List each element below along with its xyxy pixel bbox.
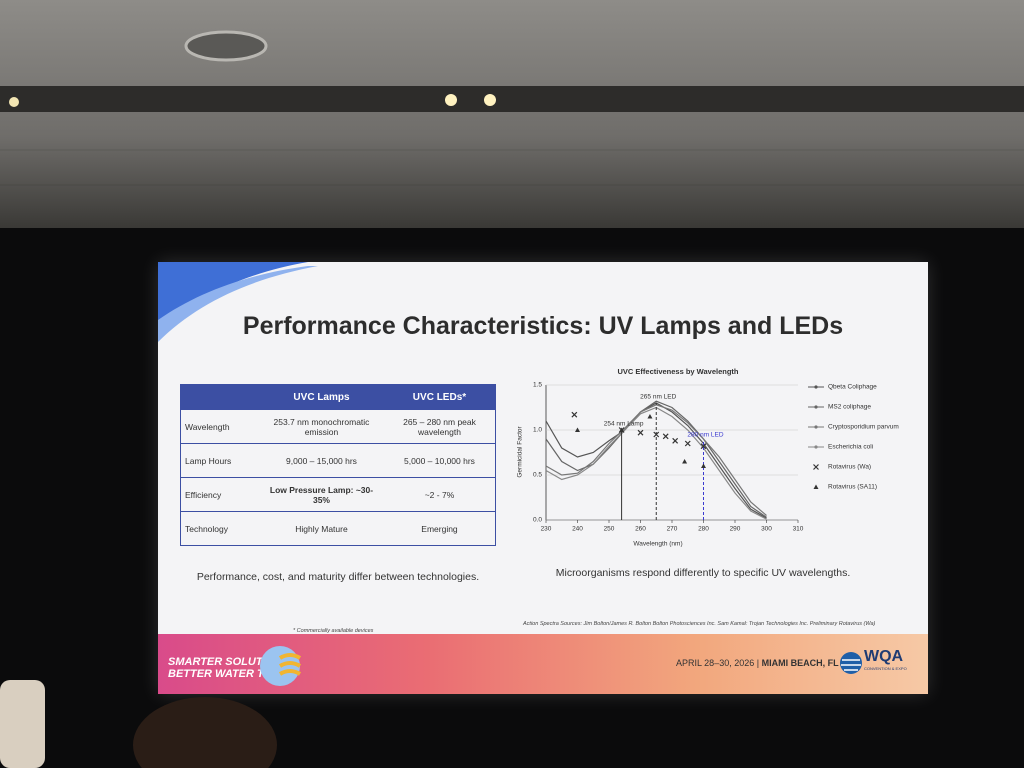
sources: Action Spectra Sources: Jim Bolton/James… — [523, 621, 876, 627]
cell: 265 – 280 nm peak wavelength — [383, 409, 496, 444]
cell: 9,000 – 15,000 hrs — [259, 443, 384, 478]
footer: SMARTER SOLUTIONS. BETTER WATER TODAY. AP… — [158, 634, 928, 694]
x-tick-label: 310 — [793, 526, 804, 533]
ceiling — [0, 0, 1024, 228]
slide: Performance Characteristics: UV Lamps an… — [158, 262, 928, 694]
point-triangle — [701, 463, 706, 468]
legend-label: Rotavirus (SA11) — [828, 484, 877, 491]
x-tick-label: 260 — [635, 526, 646, 533]
y-axis-label: Germicidal Factor — [517, 426, 524, 478]
footnote: * Commercially available devices — [293, 628, 374, 634]
cell: Emerging — [383, 511, 496, 546]
x-tick-label: 290 — [730, 526, 741, 533]
dates: APRIL 28–30, 2026 — [676, 658, 755, 668]
row-label: Wavelength — [180, 409, 259, 444]
location: MIAMI BEACH, FL — [761, 658, 839, 668]
x-tick-label: 230 — [541, 526, 552, 533]
x-tick-label: 240 — [572, 526, 583, 533]
brand-icon — [260, 646, 302, 686]
legend-label: Rotavirus (Wa) — [828, 464, 871, 471]
point-x — [653, 431, 660, 438]
legend-marker — [814, 445, 818, 449]
logo-globe — [840, 652, 862, 674]
point-x — [637, 429, 644, 436]
cell: 253.7 nm monochromatic emission — [259, 409, 384, 444]
chart-title: UVC Effectiveness by Wavelength — [617, 367, 738, 376]
legend-label: MS2 coliphage — [828, 404, 871, 411]
table-row: Lamp Hours 9,000 – 15,000 hrs 5,000 – 10… — [180, 443, 496, 478]
row-label: Efficiency — [180, 477, 259, 512]
table-header: UVC Lamps UVC LEDs* — [180, 384, 496, 410]
point-x — [684, 440, 691, 447]
y-tick-label: 1.5 — [533, 382, 542, 389]
point-x — [662, 433, 669, 440]
swoosh — [158, 262, 318, 342]
slide-title: Performance Characteristics: UV Lamps an… — [242, 312, 844, 340]
x-tick-label: 270 — [667, 526, 678, 533]
header-cell — [180, 384, 259, 410]
table-row: Wavelength 253.7 nm monochromatic emissi… — [180, 409, 496, 444]
logo: WQA — [864, 648, 904, 665]
point-triangle — [575, 427, 580, 432]
series-line — [545, 400, 767, 518]
legend-label: Qbeta Coliphage — [828, 384, 877, 391]
annotation-label: 254 nm Lamp — [604, 421, 644, 428]
legend-marker — [814, 425, 818, 429]
annotation-label: 280 nm LED — [687, 432, 723, 439]
annotation-label: 265 nm LED — [640, 394, 676, 401]
x-axis-label: Wavelength (nm) — [633, 541, 682, 548]
point-triangle — [682, 459, 688, 464]
header-cell: UVC LEDs* — [383, 384, 496, 410]
y-tick-label: 0.0 — [533, 517, 542, 524]
comparison-table: UVC Lamps UVC LEDs* Wavelength 253.7 nm … — [180, 384, 496, 546]
cell: ~2 - 7% — [383, 477, 496, 512]
cell: 5,000 – 10,000 hrs — [383, 443, 496, 478]
legend-label: Escherichia coli — [828, 444, 873, 451]
logo-sub: CONVENTION & EXPO — [864, 666, 907, 671]
legend-marker — [813, 464, 819, 470]
y-tick-label: 1.0 — [533, 427, 542, 434]
x-tick-label: 300 — [761, 526, 772, 533]
chart: UVC Effectiveness by Wavelength Waveleng… — [517, 367, 899, 548]
point-x — [672, 437, 679, 444]
table-caption: Performance, cost, and maturity differ b… — [196, 571, 480, 583]
legend-label: Cryptosporidium parvum — [828, 424, 899, 431]
row-label: Lamp Hours — [180, 443, 259, 478]
legend-marker — [814, 385, 818, 389]
header-cell: UVC Lamps — [259, 384, 384, 410]
point-x — [700, 443, 707, 450]
point-x — [571, 411, 578, 418]
table-row: Technology Highly Mature Emerging — [180, 511, 496, 546]
row-label: Technology — [180, 511, 259, 546]
chart-caption: Microorganisms respond differently to sp… — [555, 567, 851, 579]
ceiling-decor — [0, 30, 1024, 186]
point-triangle — [619, 427, 625, 432]
legend-marker — [813, 484, 819, 489]
legend-marker — [814, 405, 818, 409]
x-tick-label: 250 — [604, 526, 615, 533]
x-tick-label: 280 — [698, 526, 709, 533]
table-row: Efficiency Low Pressure Lamp: ~30-35% ~2… — [180, 477, 496, 512]
event-info: APRIL 28–30, 2026 | MIAMI BEACH, FL — [676, 658, 839, 668]
cell: Highly Mature — [259, 511, 384, 546]
cell: Low Pressure Lamp: ~30-35% — [259, 477, 384, 512]
series-line — [545, 402, 767, 519]
y-tick-label: 0.5 — [533, 472, 542, 479]
point-triangle — [647, 414, 653, 419]
